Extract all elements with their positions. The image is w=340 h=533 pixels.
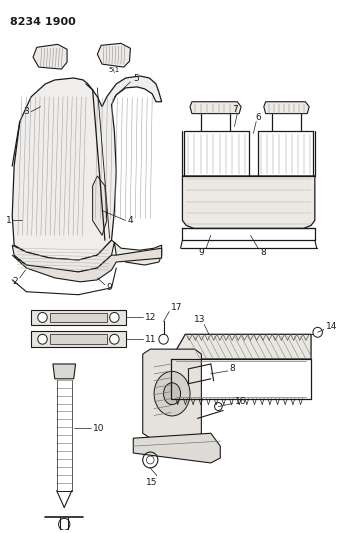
Polygon shape (92, 176, 107, 236)
Text: 6: 6 (255, 113, 261, 122)
Text: 14: 14 (326, 322, 338, 331)
Circle shape (38, 312, 47, 322)
Text: 15: 15 (147, 478, 158, 487)
Text: 2: 2 (12, 277, 18, 286)
Circle shape (109, 334, 119, 344)
Text: 8: 8 (260, 248, 266, 257)
Text: 9: 9 (199, 248, 204, 257)
Text: 8: 8 (230, 365, 236, 374)
Text: 5\1: 5\1 (109, 67, 120, 73)
Polygon shape (33, 44, 67, 69)
Polygon shape (97, 43, 131, 67)
Text: 5: 5 (133, 75, 139, 84)
Polygon shape (183, 176, 315, 229)
Polygon shape (31, 332, 126, 347)
Polygon shape (133, 433, 220, 463)
Polygon shape (12, 248, 162, 282)
Ellipse shape (154, 372, 190, 416)
Text: 12: 12 (144, 313, 156, 322)
Text: 9: 9 (107, 283, 113, 292)
Text: 7: 7 (233, 105, 238, 114)
Polygon shape (53, 364, 75, 379)
Text: 16: 16 (235, 397, 246, 406)
Polygon shape (50, 312, 107, 322)
Ellipse shape (164, 383, 181, 405)
Polygon shape (190, 102, 241, 114)
Circle shape (38, 334, 47, 344)
Polygon shape (50, 334, 107, 344)
Text: 8234 1900: 8234 1900 (10, 17, 76, 27)
Text: 4: 4 (128, 216, 133, 225)
Polygon shape (31, 310, 126, 325)
Circle shape (109, 312, 119, 322)
Polygon shape (12, 240, 162, 272)
Text: 11: 11 (144, 335, 156, 344)
Text: 1: 1 (6, 216, 11, 225)
Polygon shape (143, 349, 201, 438)
Text: 10: 10 (92, 424, 104, 433)
Text: 13: 13 (194, 315, 205, 324)
Polygon shape (264, 102, 309, 114)
Polygon shape (12, 76, 162, 260)
Polygon shape (171, 334, 311, 359)
Text: 17: 17 (171, 303, 183, 312)
Text: 3: 3 (23, 107, 29, 116)
